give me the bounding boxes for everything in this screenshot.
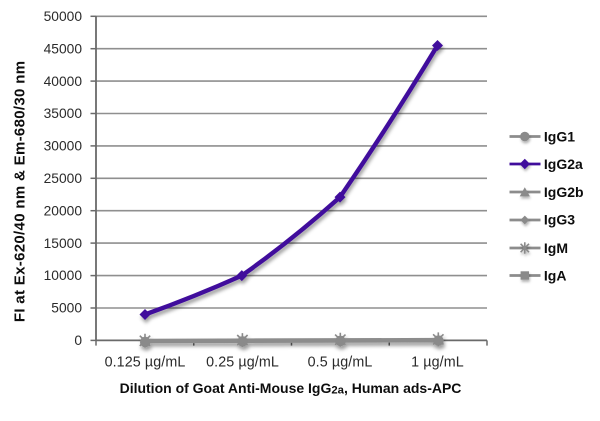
svg-text:IgG1: IgG1 [544, 129, 575, 145]
svg-text:15000: 15000 [44, 236, 83, 251]
svg-text:FI at Ex-620/40 nm & Em-680/30: FI at Ex-620/40 nm & Em-680/30 nm [12, 61, 29, 323]
svg-text:0.25 µg/mL: 0.25 µg/mL [206, 354, 279, 370]
svg-text:IgG3: IgG3 [544, 212, 575, 228]
svg-text:30000: 30000 [44, 139, 83, 154]
svg-text:0.5 µg/mL: 0.5 µg/mL [308, 354, 373, 370]
svg-text:25000: 25000 [44, 171, 83, 186]
svg-text:45000: 45000 [44, 41, 83, 56]
svg-text:50000: 50000 [44, 9, 83, 24]
svg-text:10000: 10000 [44, 268, 83, 283]
svg-text:35000: 35000 [44, 106, 83, 121]
svg-text:IgA: IgA [544, 268, 567, 284]
svg-text:5000: 5000 [51, 301, 82, 316]
svg-text:IgM: IgM [544, 240, 568, 256]
svg-text:IgG2b: IgG2b [544, 184, 584, 200]
svg-text:0.125 µg/mL: 0.125 µg/mL [105, 354, 186, 370]
svg-text:IgG2a: IgG2a [544, 156, 583, 172]
svg-text:0: 0 [74, 333, 82, 348]
svg-text:Dilution of Goat Anti-Mouse Ig: Dilution of Goat Anti-Mouse IgG2a, Human… [120, 380, 462, 397]
svg-text:40000: 40000 [44, 74, 83, 89]
svg-text:1 µg/mL: 1 µg/mL [411, 354, 464, 370]
svg-text:20000: 20000 [44, 203, 83, 218]
